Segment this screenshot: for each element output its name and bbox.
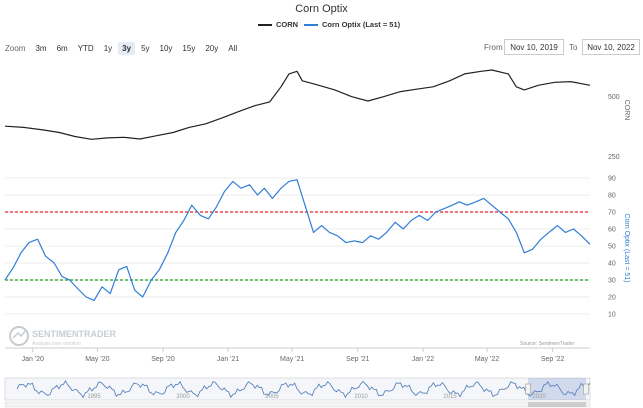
zoom-button-all[interactable]: All xyxy=(228,43,238,53)
price-y-tick-label: 250 xyxy=(608,154,620,161)
zoom-selector: Zoom 3m 6m YTD 1y 3y 5y 10y 15y 20y All xyxy=(5,41,243,55)
navigator-tick-label: 2000 xyxy=(176,394,190,400)
x-tick-label: Sep '21 xyxy=(346,356,370,363)
zoom-button-ytd[interactable]: YTD xyxy=(77,43,94,53)
legend-swatch-corn xyxy=(258,23,272,26)
navigator-tick-label: 2010 xyxy=(354,394,368,400)
zoom-label: Zoom xyxy=(5,43,26,53)
optix-y-tick-label: 50 xyxy=(608,244,616,251)
zoom-button-3m[interactable]: 3m xyxy=(35,43,47,53)
watermark-tagline: Analysis over emotion xyxy=(32,341,81,347)
legend-label-corn: CORN xyxy=(276,20,299,29)
optix-y-tick-label: 40 xyxy=(608,261,616,268)
navigator-tick-label: 2020 xyxy=(532,394,546,400)
navigator-tick-label: 1995 xyxy=(87,394,101,400)
zoom-button-3y[interactable]: 3y xyxy=(118,41,136,55)
series-group xyxy=(4,69,591,301)
zoom-button-6m[interactable]: 6m xyxy=(56,43,68,53)
x-tick-label: Jan '21 xyxy=(217,356,239,363)
reference-lines xyxy=(5,211,590,281)
x-tick-label: May '21 xyxy=(280,356,304,363)
watermark-logo-icon xyxy=(9,326,29,346)
to-date-input[interactable]: Nov 10, 2022 xyxy=(582,39,640,55)
optix-y-tick-label: 60 xyxy=(608,227,616,234)
from-date-input[interactable]: Nov 10, 2019 xyxy=(504,39,564,55)
x-tick-label: Jan '22 xyxy=(412,356,434,363)
zoom-button-1y[interactable]: 1y xyxy=(103,43,113,53)
zoom-button-10y[interactable]: 10y xyxy=(159,43,173,53)
navigator-series xyxy=(16,379,591,399)
price-y-tick-label: 500 xyxy=(608,94,620,101)
watermark-logo-mark xyxy=(12,329,27,339)
x-tick-label: May '22 xyxy=(475,356,499,363)
legend: CORN Corn Optix (Last = 51) xyxy=(0,20,643,34)
navigator-selection[interactable] xyxy=(528,378,586,400)
navigator[interactable]: 1995 2000 2005 2010 2015 2020 xyxy=(4,377,591,408)
corn-price-line[interactable] xyxy=(4,69,591,140)
zoom-button-20y[interactable]: 20y xyxy=(205,43,219,53)
optix-axis-title: Corn Optix (Last = 51) xyxy=(623,213,630,282)
chart-title: Corn Optix xyxy=(295,3,348,15)
optix-y-tick-label: 70 xyxy=(608,210,616,217)
navigator-handle-right[interactable] xyxy=(583,383,589,395)
watermark: SENTIMENTRADER Analysis over emotion xyxy=(9,326,117,347)
to-label: To xyxy=(569,43,578,52)
x-tick-label: Sep '22 xyxy=(541,356,565,363)
watermark-name: SENTIMENTRADER xyxy=(32,329,117,339)
legend-swatch-optix xyxy=(304,23,318,26)
scrollbar-thumb[interactable] xyxy=(528,402,586,407)
from-label: From xyxy=(484,43,503,52)
navigator-tick-label: 2005 xyxy=(265,394,279,400)
x-tick-label: Sep '20 xyxy=(151,356,175,363)
x-tick-label: Jan '20 xyxy=(22,356,44,363)
legend-item-corn[interactable]: CORN xyxy=(258,20,298,29)
zoom-button-15y[interactable]: 15y xyxy=(182,43,196,53)
optix-y-tick-label: 10 xyxy=(608,312,616,319)
navigator-handle-left[interactable] xyxy=(525,383,531,395)
x-tick-label: May '20 xyxy=(85,356,109,363)
gridlines xyxy=(5,177,590,315)
scrollbar-track[interactable] xyxy=(4,401,591,408)
optix-y-tick-label: 90 xyxy=(608,176,616,183)
legend-item-optix[interactable]: Corn Optix (Last = 51) xyxy=(304,20,400,29)
price-axis-title: CORN xyxy=(623,100,630,121)
navigator-tick-label: 2015 xyxy=(443,394,457,400)
zoom-button-5y[interactable]: 5y xyxy=(141,43,150,53)
optix-y-tick-label: 20 xyxy=(608,295,616,302)
optix-y-tick-label: 80 xyxy=(608,193,616,200)
corn-optix-line[interactable] xyxy=(4,179,591,301)
optix-y-tick-label: 30 xyxy=(608,278,616,285)
credit-text: Source: SentimenTrader xyxy=(520,341,575,347)
legend-label-optix: Corn Optix (Last = 51) xyxy=(322,20,401,29)
